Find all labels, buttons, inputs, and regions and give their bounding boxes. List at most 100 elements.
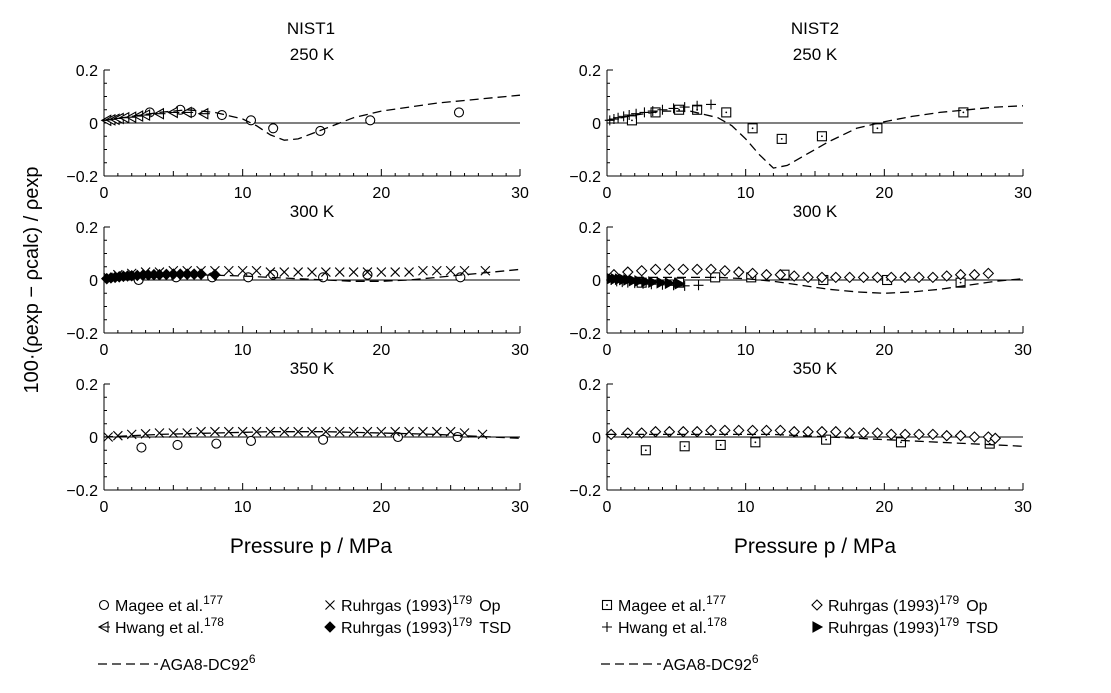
data-point <box>802 425 814 438</box>
data-point <box>251 426 262 437</box>
legend-item: Magee et al.177 <box>601 593 726 615</box>
data-point <box>732 266 745 278</box>
y-tick-label: 0 <box>89 273 98 290</box>
data-point <box>392 431 404 443</box>
data-point <box>954 268 967 281</box>
data-point <box>927 428 939 441</box>
legend-marker <box>812 621 824 633</box>
data-point <box>390 426 401 437</box>
y-tick-label: 0.2 <box>579 220 601 237</box>
legend-marker <box>98 599 110 611</box>
data-point <box>480 265 491 276</box>
y-tick-label: 0.2 <box>76 377 98 394</box>
data-point <box>245 115 257 126</box>
aga8-curve <box>103 431 521 439</box>
data-point <box>647 106 658 117</box>
data-point <box>760 268 773 281</box>
data-point <box>954 429 967 442</box>
data-point <box>279 426 290 437</box>
data-point <box>668 103 679 114</box>
data-point <box>318 434 329 445</box>
data-point <box>679 441 690 452</box>
x-tick-label: 10 <box>737 185 755 202</box>
data-point <box>320 426 331 437</box>
data-point <box>649 425 662 438</box>
data-point <box>899 271 911 284</box>
data-point <box>821 434 832 445</box>
data-point <box>445 265 456 276</box>
data-point <box>334 267 345 277</box>
data-point <box>663 263 676 276</box>
data-point <box>802 271 814 284</box>
data-point <box>706 99 716 110</box>
x-tick-label: 30 <box>511 499 529 516</box>
data-point <box>774 424 787 437</box>
data-point <box>940 270 953 282</box>
data-point <box>913 271 925 284</box>
y-tick-label: −0.2 <box>66 169 98 186</box>
data-point <box>649 263 662 276</box>
legend-label: Ruhrgas (1993)179 TSD <box>341 615 511 637</box>
data-point <box>209 268 221 281</box>
legend-label: Hwang et al.178 <box>618 615 727 637</box>
panel-title: 350 K <box>290 359 335 378</box>
legend-label: AGA8-DC926 <box>160 652 256 674</box>
data-point <box>940 429 953 442</box>
data-point <box>788 270 800 282</box>
data-point <box>776 133 787 144</box>
y-tick-label: 0 <box>89 116 98 133</box>
y-tick-label: −0.2 <box>66 326 98 343</box>
data-point <box>139 109 152 121</box>
x-tick-label: 30 <box>1014 342 1032 359</box>
legend-label: Hwang et al.178 <box>115 615 224 637</box>
data-point <box>243 272 254 283</box>
y-tick-label: −0.2 <box>569 169 601 186</box>
data-point <box>664 277 676 290</box>
x-tick-label: 0 <box>603 342 612 359</box>
legend-label: Ruhrgas (1993)179 Op <box>828 593 988 615</box>
series-diamond-filled <box>100 268 221 285</box>
data-point <box>390 267 401 277</box>
data-point <box>418 426 428 437</box>
x-tick-label: 20 <box>875 499 893 516</box>
series-dash <box>606 105 1024 169</box>
data-point <box>307 426 317 437</box>
data-point <box>293 267 304 277</box>
legend-item: AGA8-DC926 <box>98 652 256 674</box>
x-tick-label: 30 <box>511 185 529 202</box>
legend-1: Magee et al.177 Ruhrgas (1993)179 Op Hwang … <box>97 593 511 674</box>
legend-item: Ruhrgas (1993)179 Op <box>325 593 501 615</box>
legend-item: Ruhrgas (1993)179 Op <box>811 593 988 615</box>
data-point <box>334 426 345 437</box>
column-title-nist1: NIST1 <box>287 19 335 38</box>
x-tick-label: 10 <box>234 185 252 202</box>
data-point <box>719 264 731 277</box>
data-point <box>843 271 856 284</box>
legend-marker <box>601 599 613 611</box>
data-point <box>376 426 387 437</box>
series-dash <box>103 94 521 141</box>
data-point <box>691 263 703 276</box>
legend-label: Magee et al.177 <box>618 593 726 615</box>
x-tick-label: 30 <box>1014 499 1032 516</box>
data-point <box>237 426 248 437</box>
data-point <box>251 265 262 276</box>
aga8-curve <box>606 105 1024 169</box>
legend-marker <box>97 621 110 633</box>
x-tick-label: 10 <box>234 499 252 516</box>
data-point <box>211 438 222 449</box>
y-tick-label: 0.2 <box>579 377 601 394</box>
y-tick-label: −0.2 <box>569 483 601 500</box>
data-point <box>715 439 726 451</box>
series-square-dot <box>640 434 995 456</box>
y-tick-label: 0 <box>89 430 98 447</box>
panel-1: 250 K−0.200.20 10 20 30 <box>66 45 529 202</box>
data-point <box>746 267 759 280</box>
data-point <box>693 280 704 291</box>
data-point <box>705 263 717 276</box>
data-point <box>871 271 884 284</box>
data-point <box>628 274 640 287</box>
data-point <box>885 428 898 441</box>
data-point <box>197 107 210 120</box>
x-tick-label: 20 <box>875 342 893 359</box>
